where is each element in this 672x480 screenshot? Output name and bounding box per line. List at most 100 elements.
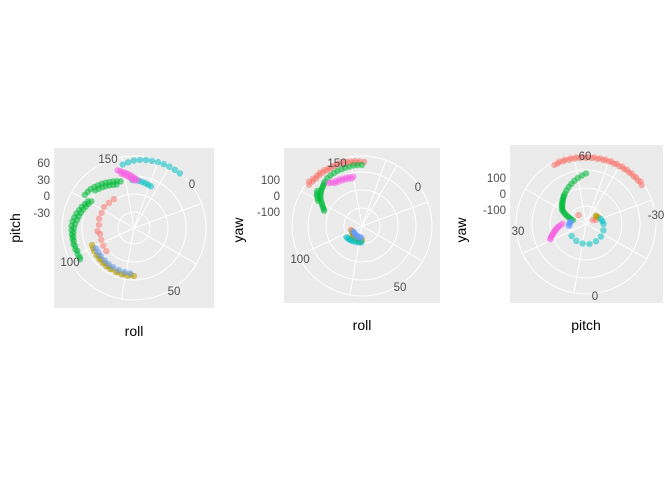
- data-point: [160, 160, 167, 168]
- grid-spoke: [133, 202, 202, 229]
- data-point: [592, 238, 600, 245]
- grid-spoke: [573, 154, 587, 225]
- data-point: [597, 233, 605, 240]
- data-point: [547, 235, 554, 242]
- panel-pitch-yaw: 60 -30 30 0 100 0 -100 pitch yaw: [453, 145, 664, 333]
- grid-spoke: [361, 225, 423, 262]
- grid-spoke: [525, 188, 587, 225]
- data-point: [142, 156, 150, 164]
- data-point: [115, 266, 122, 274]
- y-axis-title: pitch: [7, 213, 23, 243]
- data-point: [632, 174, 640, 181]
- data-point: [92, 245, 100, 252]
- scatter-points: [305, 158, 368, 246]
- data-point: [348, 175, 356, 182]
- grid-ring: [549, 187, 623, 261]
- data-point: [575, 211, 582, 219]
- grid-spoke: [361, 165, 398, 227]
- data-point: [618, 163, 626, 170]
- data-point: [343, 234, 350, 241]
- data-point: [136, 156, 144, 164]
- radius-tick-label: 0: [44, 191, 50, 203]
- data-point: [113, 181, 120, 188]
- data-point: [567, 154, 574, 162]
- x-axis-title: roll: [353, 317, 372, 333]
- data-point: [596, 155, 604, 162]
- data-point: [623, 166, 631, 173]
- grid-ring: [325, 189, 399, 263]
- data-point: [582, 170, 590, 177]
- data-point: [154, 158, 162, 166]
- data-point: [586, 240, 593, 248]
- data-point: [130, 157, 138, 164]
- radius-tick-label: 100: [487, 173, 506, 185]
- grid-ring: [99, 193, 169, 263]
- angle-tick-label: 0: [592, 291, 598, 303]
- grid-ring: [61, 155, 207, 301]
- grid-ring: [291, 155, 433, 297]
- data-point: [110, 264, 117, 271]
- y-axis-title: yaw: [453, 217, 469, 243]
- x-axis-title: pitch: [571, 317, 601, 333]
- data-point: [110, 196, 118, 203]
- data-point: [325, 179, 332, 187]
- panel-roll-yaw: 150 0 100 50 100 0 -100 roll yaw: [230, 148, 440, 333]
- data-point: [100, 242, 107, 249]
- data-point: [561, 156, 569, 163]
- grid-spoke: [522, 223, 587, 255]
- data-point: [551, 161, 558, 168]
- data-point: [105, 199, 113, 207]
- grid-spoke: [585, 158, 611, 225]
- data-point: [76, 256, 84, 263]
- angle-tick-label: 30: [512, 226, 525, 238]
- data-point: [68, 222, 75, 229]
- angle-tick-label: 50: [168, 286, 181, 298]
- data-point: [96, 215, 103, 222]
- data-point: [585, 153, 592, 160]
- radius-tick-label: -100: [257, 207, 280, 219]
- data-point: [74, 251, 81, 258]
- angle-tick-label: 50: [394, 282, 407, 294]
- data-point: [573, 154, 580, 161]
- data-point: [171, 166, 178, 173]
- grid-spoke: [133, 160, 160, 229]
- data-point: [350, 228, 357, 235]
- scatter-points: [547, 153, 645, 248]
- grid-spoke: [585, 163, 622, 225]
- data-point: [148, 157, 156, 164]
- data-point: [608, 158, 615, 165]
- polar-grid: [515, 153, 657, 295]
- data-point: [176, 170, 184, 177]
- data-point: [573, 237, 580, 244]
- data-point: [628, 170, 635, 177]
- data-point: [103, 247, 110, 255]
- grid-spoke: [301, 190, 363, 227]
- radius-tick-label: -30: [33, 208, 50, 220]
- data-point: [637, 178, 644, 185]
- radius-tick-label: 60: [37, 158, 50, 170]
- grid-spoke: [361, 160, 387, 227]
- angle-tick-label: 150: [327, 158, 346, 170]
- grid-spoke: [133, 165, 171, 229]
- angle-tick-label: 150: [98, 154, 117, 166]
- data-point: [591, 154, 598, 161]
- radius-tick-label: 0: [274, 191, 280, 203]
- data-point: [125, 159, 132, 166]
- x-axis-title: roll: [125, 323, 144, 339]
- data-point: [69, 235, 76, 242]
- panel-roll-pitch: 150 0 100 50 60 30 0 -30 roll pitch: [7, 148, 214, 339]
- angle-tick-label: 100: [290, 254, 309, 266]
- data-point: [101, 257, 108, 264]
- grid-spoke: [121, 157, 135, 229]
- angle-tick-label: 60: [579, 151, 592, 163]
- y-axis-title: yaw: [230, 217, 246, 243]
- angle-tick-label: 0: [189, 179, 195, 191]
- grid-ring: [531, 169, 641, 279]
- angle-tick-label: 100: [60, 257, 79, 269]
- scatter-points: [68, 156, 184, 280]
- data-point: [98, 236, 105, 244]
- data-point: [358, 161, 366, 169]
- data-point: [94, 228, 101, 235]
- data-point: [70, 241, 77, 248]
